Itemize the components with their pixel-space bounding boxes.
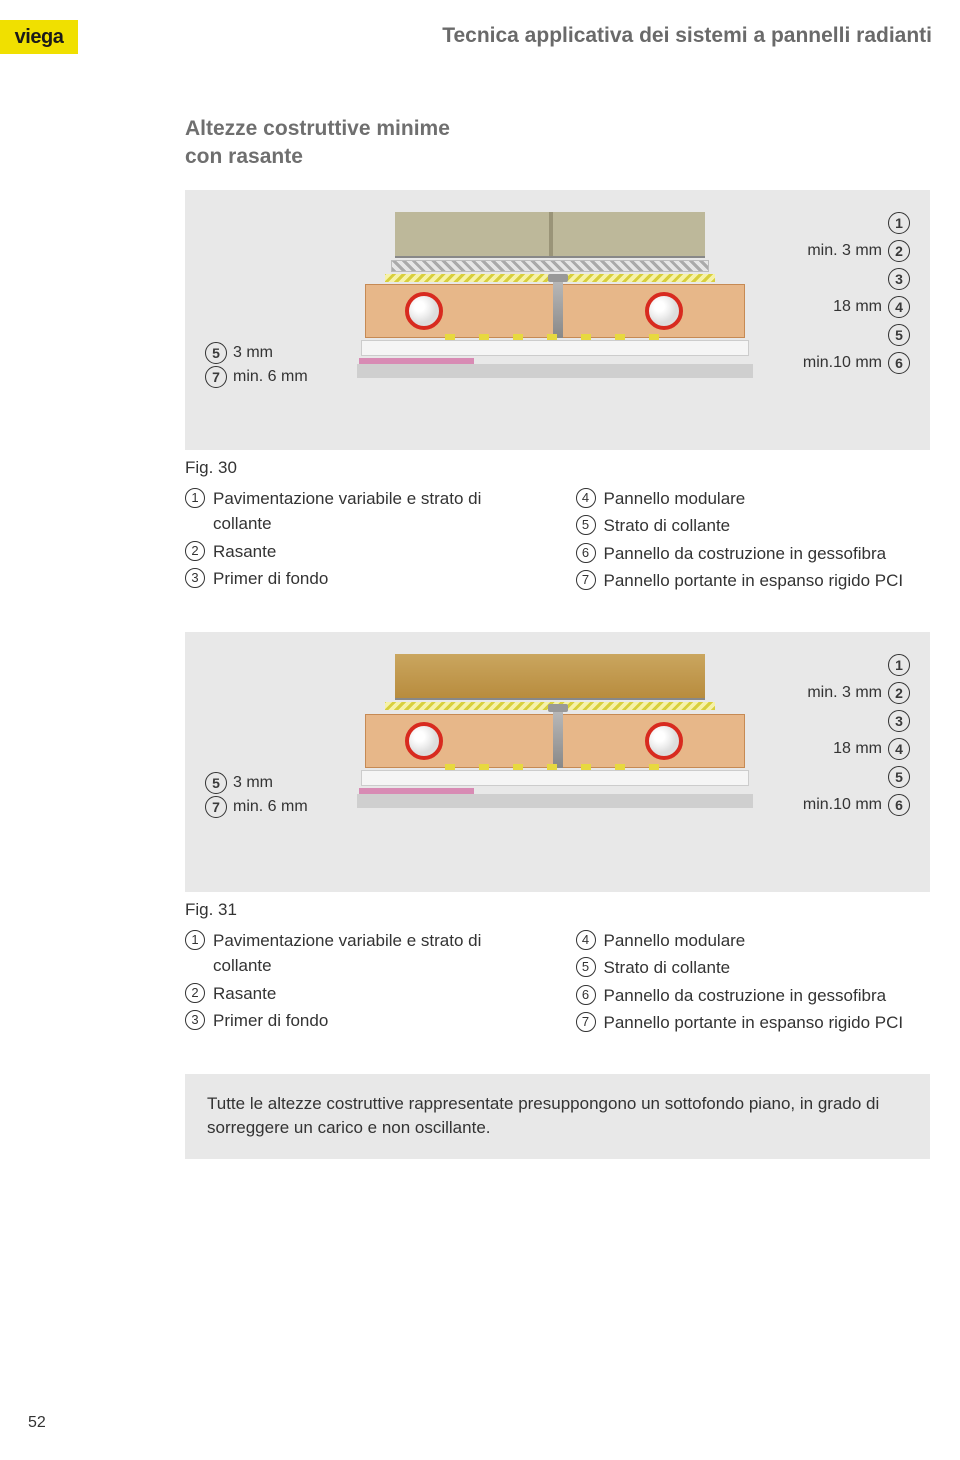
figure-30-diagram: 5 3 mm 7 min. 6 mm 1 min. 3 mm 2 3 18 mm 4… — [205, 204, 910, 424]
figure-30-box: 5 3 mm 7 min. 6 mm 1 min. 3 mm 2 3 18 mm 4… — [185, 190, 930, 450]
legend-text: Strato di collante — [604, 955, 931, 981]
circled-number: 1 — [888, 654, 910, 676]
legend-text: Primer di fondo — [213, 566, 540, 592]
dim-text: min. 6 mm — [233, 798, 308, 816]
circled-number: 4 — [576, 488, 596, 508]
circled-number: 5 — [576, 957, 596, 977]
circled-number: 2 — [888, 682, 910, 704]
left-dim-row: 7 min. 6 mm — [205, 366, 308, 388]
circled-number: 5 — [888, 766, 910, 788]
circled-number: 7 — [205, 796, 227, 818]
circled-number: 5 — [205, 772, 227, 794]
circled-number: 2 — [185, 983, 205, 1003]
pipe-right — [645, 292, 683, 330]
legend-col-left: 1 Pavimentazione variabile e strato di co… — [185, 486, 540, 596]
left-dim-row: 5 3 mm — [205, 342, 308, 364]
dim-text: min.10 mm — [803, 796, 882, 814]
legend-text: Strato di collante — [604, 513, 931, 539]
section-title: Altezze costruttive minime con rasante — [185, 115, 930, 172]
screw — [553, 278, 563, 338]
circled-number: 7 — [576, 1012, 596, 1032]
right-dim-labels: 1 min. 3 mm 2 3 18 mm 4 5 min.10 mm 6 — [803, 654, 910, 816]
circled-number: 7 — [576, 570, 596, 590]
circled-number: 3 — [185, 568, 205, 588]
figure-30-caption: Fig. 30 — [185, 458, 930, 478]
brand-logo: viega — [0, 20, 78, 54]
layer-base — [357, 364, 753, 378]
dim-text: min. 3 mm — [807, 684, 882, 702]
circled-number: 6 — [576, 543, 596, 563]
legend-text: Pavimentazione variabile e strato di col… — [213, 486, 540, 537]
figure-31-diagram: 5 3 mm 7 min. 6 mm 1 min. 3 mm 2 3 18 mm 4 5… — [205, 646, 910, 866]
left-dim-labels: 5 3 mm 7 min. 6 mm — [205, 772, 308, 818]
circled-number: 2 — [888, 240, 910, 262]
circled-number: 3 — [888, 268, 910, 290]
dim-text: min. 6 mm — [233, 368, 308, 386]
dim-text: 18 mm — [808, 298, 882, 316]
legend-text: Pannello da costruzione in gessofibra — [604, 541, 931, 567]
tile-gap — [549, 212, 553, 256]
page-header: Tecnica applicativa dei sistemi a pannel… — [442, 24, 932, 48]
layer-stack — [335, 204, 775, 414]
page-content: Altezze costruttive minime con rasante — [185, 115, 930, 1159]
legend-text: Pannello modulare — [604, 928, 931, 954]
pipe-left — [405, 292, 443, 330]
figure-31-box: 5 3 mm 7 min. 6 mm 1 min. 3 mm 2 3 18 mm 4 5… — [185, 632, 930, 892]
legend-col-left: 1 Pavimentazione variabile e strato di co… — [185, 928, 540, 1038]
right-dim-labels: 1 min. 3 mm 2 3 18 mm 4 5 min.10 mm 6 — [803, 212, 910, 374]
circled-number: 1 — [185, 930, 205, 950]
pipe-left — [405, 722, 443, 760]
dim-text: 3 mm — [233, 344, 273, 362]
page-number: 52 — [28, 1414, 46, 1432]
circled-number: 6 — [888, 794, 910, 816]
dim-text: 18 mm — [808, 740, 882, 758]
layer-adhesive-hatch — [391, 260, 709, 272]
dim-text: 3 mm — [233, 774, 273, 792]
legend-text: Pannello portante in espanso rigido PCI — [604, 568, 931, 594]
dim-text: min. 3 mm — [807, 242, 882, 260]
legend-text: Pannello modulare — [604, 486, 931, 512]
pipe-right — [645, 722, 683, 760]
circled-number: 2 — [185, 541, 205, 561]
circled-number: 6 — [576, 985, 596, 1005]
figure-30-legend: 1 Pavimentazione variabile e strato di co… — [185, 486, 930, 596]
circled-number: 7 — [205, 366, 227, 388]
section-title-line1: Altezze costruttive minime — [185, 117, 450, 140]
legend-text: Pannello portante in espanso rigido PCI — [604, 1010, 931, 1036]
legend-col-right: 4 Pannello modulare 5 Strato di collante 6… — [576, 486, 931, 596]
figure-31-legend: 1 Pavimentazione variabile e strato di co… — [185, 928, 930, 1038]
circled-number: 1 — [888, 212, 910, 234]
circled-number: 5 — [576, 515, 596, 535]
circled-number: 5 — [205, 342, 227, 364]
legend-text: Rasante — [213, 981, 540, 1007]
layer-plate — [361, 340, 749, 356]
circled-number: 3 — [888, 710, 910, 732]
left-dim-labels: 5 3 mm 7 min. 6 mm — [205, 342, 308, 388]
circled-number: 4 — [888, 296, 910, 318]
circled-number: 4 — [888, 738, 910, 760]
circled-number: 4 — [576, 930, 596, 950]
circled-number: 3 — [185, 1010, 205, 1030]
legend-text: Primer di fondo — [213, 1008, 540, 1034]
layer-wood — [395, 654, 705, 698]
legend-text: Pavimentazione variabile e strato di col… — [213, 928, 540, 979]
layer-base — [357, 794, 753, 808]
layer-stack — [335, 646, 775, 856]
note-box: Tutte le altezze costruttive rappresenta… — [185, 1074, 930, 1159]
legend-col-right: 4 Pannello modulare 5 Strato di collante 6… — [576, 928, 931, 1038]
circled-number: 5 — [888, 324, 910, 346]
circled-number: 1 — [185, 488, 205, 508]
circled-number: 6 — [888, 352, 910, 374]
dim-text: min.10 mm — [803, 354, 882, 372]
legend-text: Pannello da costruzione in gessofibra — [604, 983, 931, 1009]
layer-plate — [361, 770, 749, 786]
figure-31-caption: Fig. 31 — [185, 900, 930, 920]
section-title-line2: con rasante — [185, 145, 303, 168]
screw — [553, 708, 563, 768]
legend-text: Rasante — [213, 539, 540, 565]
